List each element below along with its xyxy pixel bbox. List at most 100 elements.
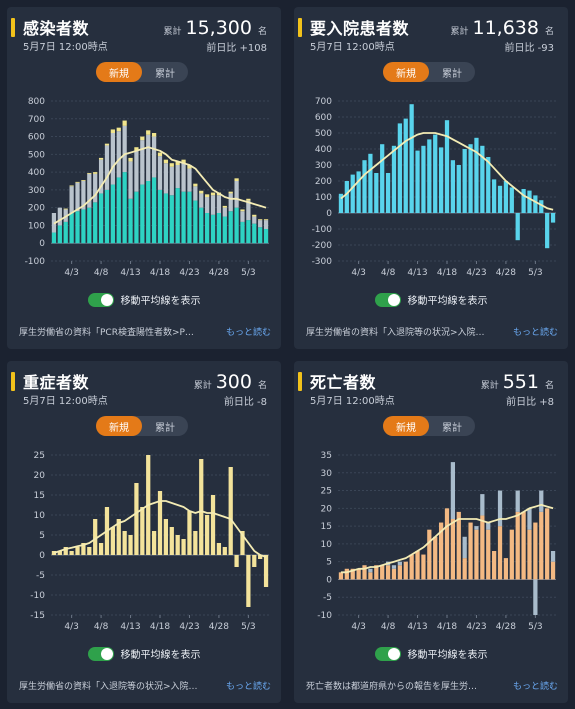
tab-new[interactable]: 新規: [96, 416, 142, 436]
moving-average-toggle[interactable]: [374, 292, 401, 307]
y-tick-label: 35: [321, 451, 332, 461]
bar: [228, 211, 233, 244]
tab-new[interactable]: 新規: [383, 62, 429, 82]
bar: [199, 207, 204, 244]
bar: [246, 200, 251, 221]
bar: [258, 555, 263, 559]
bar: [93, 172, 98, 174]
bar: [456, 165, 461, 213]
bar: [521, 511, 526, 580]
bar: [527, 190, 532, 213]
y-tick-label: -300: [312, 257, 333, 267]
bar: [450, 160, 456, 213]
bar: [474, 529, 479, 580]
read-more-link[interactable]: もっと読む: [225, 328, 271, 338]
x-tick-label: 4/18: [150, 268, 170, 278]
bar: [391, 568, 397, 580]
bar: [216, 213, 222, 244]
moving-average-toggle[interactable]: [87, 646, 114, 661]
read-more-link[interactable]: もっと読む: [512, 328, 558, 338]
y-tick-label: 20: [34, 471, 46, 481]
moving-average-toggle[interactable]: [87, 292, 114, 307]
tab-cumulative[interactable]: 累計: [442, 422, 462, 434]
view-tabs: 新規 累計: [96, 416, 188, 436]
bar: [175, 165, 180, 189]
bar: [263, 219, 269, 221]
y-tick-label: 10: [321, 540, 333, 550]
tab-cumulative[interactable]: 累計: [155, 422, 175, 434]
bar: [462, 558, 467, 580]
bar: [421, 554, 426, 580]
bar: [368, 568, 373, 573]
y-tick-label: 500: [315, 129, 332, 139]
y-tick-label: 25: [34, 451, 45, 461]
bar: [263, 229, 269, 244]
total-block: 累計 551 名: [481, 371, 554, 393]
y-tick-label: -10: [30, 591, 45, 601]
bar: [110, 133, 115, 185]
bar: [252, 214, 257, 217]
stat-card: 死亡者数 5月7日 12:00時点 累計 551 名 前日比 +8 新規 累計 …: [294, 361, 568, 703]
bar: [69, 185, 74, 187]
bar: [116, 131, 121, 178]
y-tick-label: 30: [321, 469, 333, 479]
bar: [374, 565, 379, 580]
tab-cumulative[interactable]: 累計: [155, 68, 175, 80]
update-date: 5月7日 12:00時点: [310, 396, 395, 407]
moving-average-toggle[interactable]: [374, 646, 401, 661]
bar: [234, 207, 239, 244]
y-tick-label: 600: [28, 133, 45, 143]
x-tick-label: 4/3: [351, 622, 365, 632]
bar: [222, 205, 227, 208]
x-tick-label: 4/18: [437, 622, 457, 632]
bar: [146, 130, 151, 135]
bar: [415, 551, 420, 580]
bar: [93, 519, 98, 555]
x-tick-label: 4/23: [179, 268, 199, 278]
y-tick-label: 200: [28, 204, 45, 214]
bar: [228, 467, 233, 555]
tab-cumulative[interactable]: 累計: [442, 68, 462, 80]
bar: [521, 189, 526, 213]
y-tick-label: 20: [321, 504, 333, 514]
y-tick-label: 800: [28, 97, 45, 107]
x-tick-label: 4/28: [496, 622, 516, 632]
bar: [462, 149, 467, 213]
bar: [69, 551, 74, 555]
bar: [81, 180, 86, 181]
tab-new[interactable]: 新規: [96, 62, 142, 82]
bar: [533, 195, 538, 213]
bar: [403, 118, 408, 213]
bar: [509, 529, 514, 580]
bar: [181, 163, 186, 192]
bar: [210, 214, 216, 244]
bar: [75, 181, 80, 183]
bar: [87, 173, 92, 208]
bar: [169, 195, 174, 244]
bar: [234, 181, 239, 208]
bar: [199, 190, 204, 194]
bar: [187, 168, 192, 192]
read-more-link[interactable]: もっと読む: [225, 682, 271, 692]
bar: [263, 555, 269, 587]
bar: [545, 508, 550, 580]
bar: [240, 531, 245, 555]
bar: [81, 181, 86, 210]
y-tick-label: -15: [30, 611, 45, 621]
bar: [403, 561, 408, 580]
bar: [63, 547, 68, 555]
bar: [163, 519, 169, 555]
read-more-link[interactable]: もっと読む: [512, 682, 558, 692]
y-tick-label: 10: [34, 511, 46, 521]
bar: [433, 536, 438, 580]
tab-new[interactable]: 新規: [383, 416, 429, 436]
x-tick-label: 5/3: [241, 268, 255, 278]
x-tick-label: 4/13: [407, 268, 427, 278]
chart: -10 -5 0 5 10 15 20 25 30 35 4/3 4/8 4/13 4/18 4/23 4/2…: [317, 451, 556, 632]
bar: [163, 193, 169, 244]
moving-average-label: 移動平均線を表示: [407, 296, 488, 307]
card-footer: 厚生労働省の資料「入退院等の状況>入院… もっと読む: [306, 325, 558, 338]
y-tick-label: 300: [315, 161, 332, 171]
bar: [151, 136, 157, 178]
bar: [527, 529, 532, 580]
